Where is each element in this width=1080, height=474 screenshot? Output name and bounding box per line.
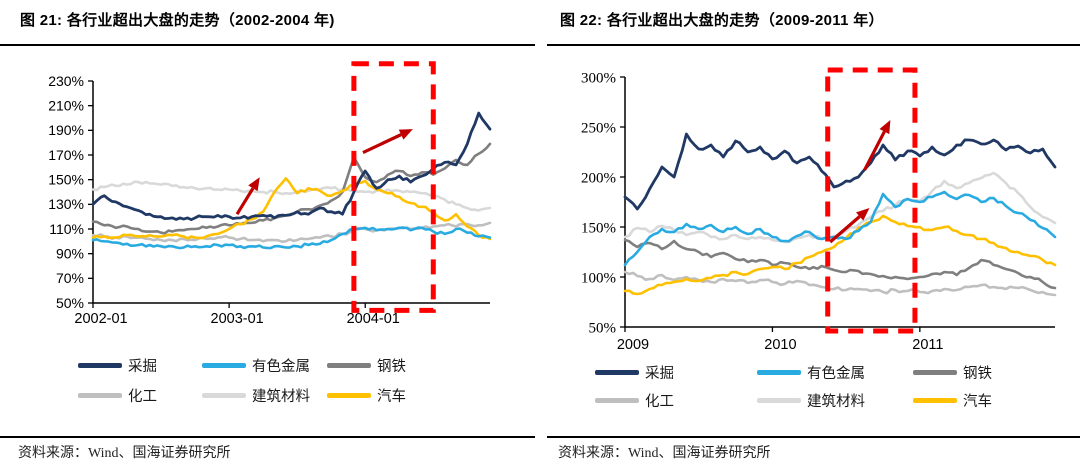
y-tick-label: 150%	[48, 172, 84, 188]
source-text: 资料来源：Wind、国海证券研究所	[18, 446, 231, 461]
legend-label: 采掘	[128, 359, 157, 375]
axes: 230%210%190%170%150%130%110%90%70%50%200…	[48, 73, 490, 327]
legend-swatch	[595, 370, 639, 375]
series-line-钢铁	[91, 142, 492, 235]
y-tick-label: 190%	[48, 122, 84, 138]
trend-arrow-head	[248, 177, 260, 192]
y-tick-label: 250%	[581, 120, 616, 136]
series-line-采掘	[623, 132, 1057, 211]
y-tick-label: 70%	[56, 270, 84, 286]
legend-item: 建筑材料	[757, 390, 865, 411]
x-tick-label: 2011	[912, 337, 943, 353]
y-tick-label: 50%	[589, 320, 617, 336]
trend-arrow-head	[398, 129, 413, 140]
trend-arrow-head	[879, 120, 891, 135]
y-tick-label: 210%	[48, 98, 84, 114]
legend-item: 有色金属	[757, 362, 865, 383]
highlight-box	[351, 61, 436, 313]
y-tick-label: 90%	[56, 246, 84, 262]
x-tick-label: 2003-01	[211, 311, 264, 327]
source-divider	[0, 436, 535, 438]
legend-swatch	[78, 393, 122, 398]
series-line-汽车	[91, 177, 492, 241]
x-tick-label: 2002-01	[74, 311, 127, 327]
legend-swatch	[202, 393, 246, 398]
y-tick-label: 110%	[49, 221, 84, 237]
legend-swatch	[202, 363, 246, 368]
title-divider	[0, 44, 535, 46]
series-line-采掘	[91, 111, 492, 221]
series-line-化工	[623, 270, 1057, 297]
source-text: 资料来源：Wind、国海证券研究所	[558, 446, 771, 461]
legend-swatch	[757, 370, 801, 375]
series-line-钢铁	[623, 238, 1057, 290]
y-tick-label: 200%	[581, 170, 616, 186]
figure-title: 图 22: 各行业超出大盘的走势（2009-2011 年）	[560, 12, 884, 29]
legend-item: 采掘	[595, 362, 674, 383]
legend-label: 钢铁	[377, 359, 406, 375]
legend-label: 化工	[128, 389, 157, 405]
x-tick-label: 2009	[617, 337, 649, 353]
series-line-汽车	[623, 214, 1057, 296]
y-tick-label: 230%	[48, 73, 84, 89]
legend-item: 有色金属	[202, 355, 310, 376]
legend-item: 汽车	[327, 385, 406, 406]
trend-arrow-head	[856, 208, 870, 221]
legend-swatch	[595, 398, 639, 403]
legend-item: 钢铁	[913, 362, 992, 383]
legend-swatch	[78, 363, 122, 368]
legend-label: 采掘	[645, 366, 674, 382]
series-line-化工	[91, 221, 492, 243]
series-line-建筑材料	[91, 180, 492, 212]
legend-item: 钢铁	[327, 355, 406, 376]
legend-swatch	[913, 370, 957, 375]
legend-item: 建筑材料	[202, 385, 310, 406]
trend-arrow	[863, 130, 886, 171]
legend-label: 汽车	[963, 394, 992, 410]
trend-arrow	[362, 133, 402, 154]
legend-swatch	[327, 393, 371, 398]
line-chart-2009-2011: 300% 250% 200% 150% 100% 50%2009 2010 2011	[581, 67, 1057, 353]
legend-item: 采掘	[78, 355, 157, 376]
x-tick-label: 2004-01	[347, 311, 400, 327]
chart-panel-2002-2004: 图 21: 各行业超出大盘的走势（2002-2004 年) 230% 210% 19…	[0, 12, 535, 461]
line-chart-2002-2004: 230%210%190%170%150%130%110%90%70%50%200…	[48, 61, 492, 327]
legend-label: 汽车	[377, 389, 406, 405]
x-tick-label: 2010	[764, 337, 796, 353]
y-tick-label: 170%	[48, 147, 84, 163]
axes: 300% 250% 200% 150% 100% 50%2009 2010 2011	[581, 70, 1055, 353]
legend-label: 有色金属	[807, 366, 865, 382]
series-line-有色金属	[91, 226, 492, 250]
legend-label: 钢铁	[963, 366, 992, 382]
legend-item: 化工	[595, 390, 674, 411]
y-tick-label: 50%	[56, 295, 84, 311]
series-line-有色金属	[623, 190, 1057, 267]
figure-title: 图 21: 各行业超出大盘的走势（2002-2004 年)	[20, 12, 335, 29]
trend-arrow	[235, 187, 255, 216]
legend-swatch	[757, 398, 801, 403]
y-tick-label: 300%	[581, 70, 616, 86]
y-tick-label: 130%	[48, 196, 84, 212]
chart-panel-2009-2011: 图 22: 各行业超出大盘的走势（2009-2011 年） 300% 250% 20…	[540, 0, 1080, 474]
legend-swatch	[913, 398, 957, 403]
source-divider	[547, 436, 1080, 438]
legend-swatch	[327, 363, 371, 368]
legend-label: 化工	[645, 394, 674, 410]
title-divider	[547, 44, 1080, 46]
legend-label: 建筑材料	[807, 394, 865, 410]
y-tick-label: 150%	[581, 220, 616, 236]
y-tick-label: 100%	[581, 270, 616, 286]
legend-label: 建筑材料	[252, 389, 310, 405]
trend-arrow	[829, 215, 861, 244]
legend-item: 化工	[78, 385, 157, 406]
legend-label: 有色金属	[252, 359, 310, 375]
legend-item: 汽车	[913, 390, 992, 411]
